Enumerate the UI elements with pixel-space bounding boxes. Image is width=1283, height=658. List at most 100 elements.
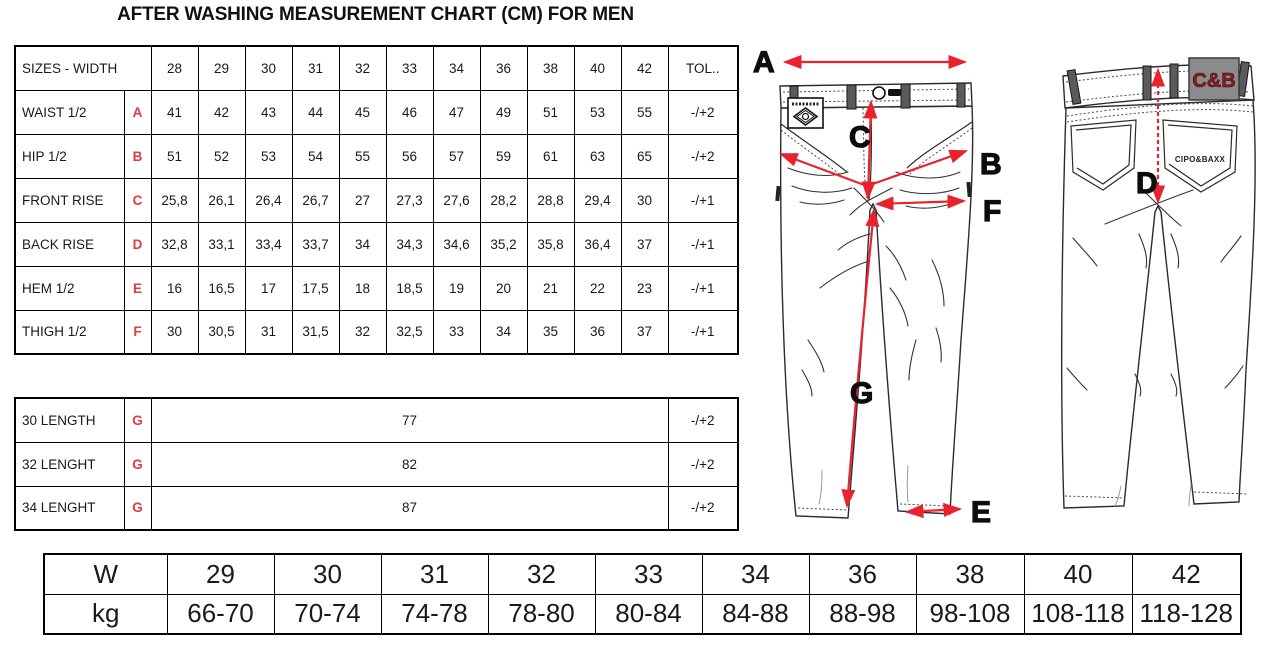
measurement-label-g: G (850, 377, 873, 410)
page-title: AFTER WASHING MEASUREMENT CHART (CM) FOR… (117, 4, 634, 25)
value-cell: 28,2 (479, 177, 528, 223)
value-cell: 21 (526, 265, 575, 311)
measure-letter: A (123, 89, 152, 135)
width-row-label: W (43, 553, 168, 595)
value-cell: 33,4 (244, 221, 293, 267)
value-cell: 56 (385, 133, 434, 179)
value-cell: 19 (432, 265, 481, 311)
value-cell: 57 (432, 133, 481, 179)
row-label: HEM 1/2 (14, 265, 125, 311)
kg-cell: 74-78 (380, 593, 489, 635)
width-row: W 29 30 31 32 33 34 36 38 40 42 (43, 553, 1242, 595)
front-pocket-left (780, 123, 848, 173)
value-cell: 51 (526, 89, 575, 135)
width-cell: 32 (487, 553, 596, 595)
width-cell: 36 (808, 553, 917, 595)
belt-loop (956, 82, 966, 108)
kg-cell: 80-84 (594, 593, 703, 635)
value-cell: 87 (150, 485, 669, 531)
value-cell: 82 (150, 441, 669, 487)
thigh-arrow (874, 194, 967, 211)
measure-letter: F (123, 309, 152, 355)
value-cell: 61 (526, 133, 575, 179)
kg-cell: 88-98 (808, 593, 917, 635)
value-cell: 18 (338, 265, 387, 311)
value-cell: 34,3 (385, 221, 434, 267)
size-col-header: 32 (338, 45, 387, 91)
value-cell: 63 (573, 133, 622, 179)
value-cell: 32 (338, 309, 387, 355)
value-cell: 18,5 (385, 265, 434, 311)
tol-col-header: TOL.. (667, 45, 739, 91)
width-cell: 29 (166, 553, 275, 595)
value-cell: 45 (338, 89, 387, 135)
weight-table: W 29 30 31 32 33 34 36 38 40 42 kg 66-70… (43, 553, 1242, 635)
value-cell: 34 (338, 221, 387, 267)
tol-cell: -/+2 (667, 485, 739, 531)
jeans-front-body (779, 105, 974, 519)
brand-patch-back: C&B (1188, 57, 1240, 101)
width-cell: 34 (701, 553, 810, 595)
value-cell: 31,5 (291, 309, 340, 355)
width-cell: 30 (273, 553, 382, 595)
measurement-label-a: A (753, 46, 775, 79)
value-cell: 25,8 (150, 177, 199, 223)
row-label: 34 LENGHT (14, 485, 125, 531)
belt-loop (846, 84, 857, 110)
size-col-header: 28 (150, 45, 199, 91)
table-row-front-rise: FRONT RISE C 25,8 26,1 26,4 26,7 27 27,3… (14, 177, 739, 223)
value-cell: 52 (197, 133, 246, 179)
width-cell: 42 (1131, 553, 1242, 595)
value-cell: 33,1 (197, 221, 246, 267)
table-row-waist: WAIST 1/2 A 41 42 43 44 45 46 47 49 51 5… (14, 89, 739, 135)
belt-loop (1169, 63, 1179, 99)
row-label: FRONT RISE (14, 177, 125, 223)
tol-cell: -/+1 (667, 309, 739, 355)
value-cell: 47 (432, 89, 481, 135)
value-cell: 59 (479, 133, 528, 179)
hem-arrow (904, 502, 963, 519)
measurement-label-d: D (1136, 167, 1158, 200)
value-cell: 36 (573, 309, 622, 355)
kg-row-label: kg (43, 593, 168, 635)
value-cell: 34,6 (432, 221, 481, 267)
kg-row: kg 66-70 70-74 74-78 78-80 80-84 84-88 8… (43, 593, 1242, 635)
hip-arrow-right (866, 149, 969, 188)
table-row-thigh: THIGH 1/2 F 30 30,5 31 31,5 32 32,5 33 3… (14, 309, 739, 355)
length-table: 30 LENGTH G 77 -/+2 32 LENGHT G 82 -/+2 … (14, 397, 739, 531)
belt-loop (1142, 65, 1152, 101)
value-cell: 55 (338, 133, 387, 179)
tol-cell: -/+1 (667, 221, 739, 267)
value-cell: 27 (338, 177, 387, 223)
kg-cell: 70-74 (273, 593, 382, 635)
size-col-header: 30 (244, 45, 293, 91)
row-label: 32 LENGHT (14, 441, 125, 487)
value-cell: 30 (620, 177, 669, 223)
size-col-header: 29 (197, 45, 246, 91)
measurement-table: SIZES - WIDTH 28 29 30 31 32 33 34 36 38… (14, 45, 739, 355)
patch-text: C&B (1192, 70, 1235, 92)
kg-cell: 66-70 (166, 593, 275, 635)
button-bar (888, 89, 901, 96)
row-label: BACK RISE (14, 221, 125, 267)
front-rise-arrow (861, 99, 878, 201)
value-cell: 33 (432, 309, 481, 355)
size-col-header: 36 (479, 45, 528, 91)
tol-cell: -/+2 (667, 89, 739, 135)
value-cell: 77 (150, 397, 669, 443)
kg-cell: 118-128 (1131, 593, 1242, 635)
back-pocket-left (1070, 119, 1137, 191)
measurement-label-b: B (980, 148, 1002, 181)
measurement-label-e: E (971, 496, 991, 529)
jeans-back-body (1060, 99, 1256, 509)
value-cell: 49 (479, 89, 528, 135)
value-cell: 65 (620, 133, 669, 179)
value-cell: 41 (150, 89, 199, 135)
measure-letter: G (123, 397, 152, 443)
measure-letter: E (123, 265, 152, 311)
value-cell: 53 (244, 133, 293, 179)
measure-letter: G (123, 485, 152, 531)
value-cell: 26,7 (291, 177, 340, 223)
value-cell: 35,8 (526, 221, 575, 267)
value-cell: 55 (620, 89, 669, 135)
